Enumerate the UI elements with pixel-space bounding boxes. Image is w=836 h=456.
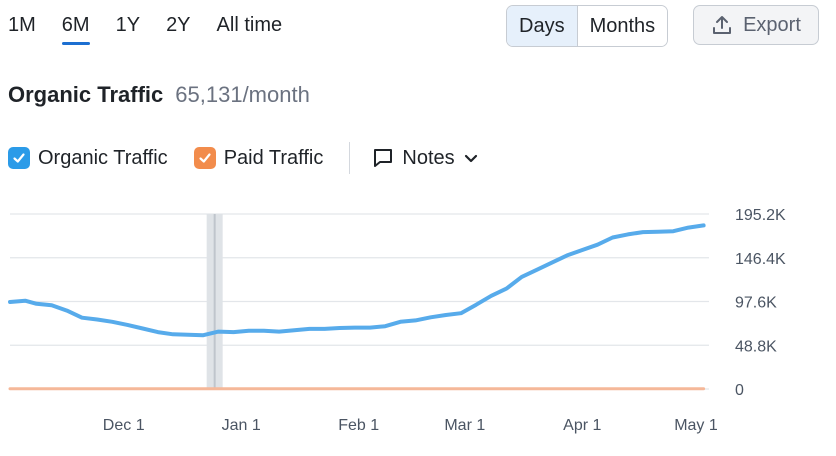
y-tick-label: 195.2K <box>735 207 786 224</box>
days-button[interactable]: Days <box>507 6 578 46</box>
chevron-down-icon <box>463 150 479 166</box>
traffic-chart[interactable]: 195.2K 146.4K 97.6K 48.8K 0 Dec 1 Jan 1 Feb 1 M… <box>0 200 836 456</box>
x-tick-label: Dec 1 <box>103 417 145 434</box>
x-tick-label: May 1 <box>674 417 718 434</box>
x-tick-label: Mar 1 <box>444 417 485 434</box>
tab-6m[interactable]: 6M <box>61 10 90 45</box>
period-toggle: Days Months <box>506 5 669 47</box>
notes-label: Notes <box>402 146 455 169</box>
chart-legend: Organic Traffic Paid Traffic Notes <box>8 142 479 174</box>
comment-icon <box>372 147 394 169</box>
tab-all-time[interactable]: All time <box>216 14 283 36</box>
tab-2y[interactable]: 2Y <box>166 14 191 36</box>
legend-organic-traffic[interactable]: Organic Traffic <box>8 147 168 170</box>
tab-1m[interactable]: 1M <box>8 14 36 36</box>
legend-paid-traffic[interactable]: Paid Traffic <box>193 146 324 170</box>
date-range-tabs: 1M 6M 1Y 2Y All time <box>8 10 308 45</box>
export-label: Export <box>743 13 801 36</box>
checkbox-checked-icon[interactable] <box>193 147 216 169</box>
months-button[interactable]: Months <box>577 6 668 46</box>
y-tick-label: 146.4K <box>735 251 786 268</box>
notes-dropdown[interactable]: Notes <box>372 147 478 170</box>
y-tick-label: 97.6K <box>735 295 777 312</box>
y-tick-label: 0 <box>735 382 744 399</box>
upload-icon <box>711 14 733 36</box>
legend-organic-label: Organic Traffic <box>38 146 168 169</box>
x-tick-label: Jan 1 <box>222 417 261 434</box>
y-tick-label: 48.8K <box>735 338 777 355</box>
checkbox-checked-icon[interactable] <box>8 147 30 169</box>
x-tick-label: Feb 1 <box>338 417 379 434</box>
legend-divider <box>349 142 351 174</box>
metric-value: 65,131/month <box>175 82 310 107</box>
x-tick-label: Apr 1 <box>563 417 601 434</box>
legend-paid-label: Paid Traffic <box>223 146 324 169</box>
metric-title: Organic Traffic <box>8 82 164 107</box>
metric-heading: Organic Traffic 65,131/month <box>8 82 310 108</box>
chart-series <box>8 223 706 391</box>
export-button[interactable]: Export <box>693 5 819 45</box>
tab-1y[interactable]: 1Y <box>115 14 141 36</box>
y-axis-labels: 195.2K 146.4K 97.6K 48.8K 0 <box>735 207 786 399</box>
series-line-organic <box>8 223 706 338</box>
x-axis-labels: Dec 1 Jan 1 Feb 1 Mar 1 Apr 1 May 1 <box>103 417 718 434</box>
